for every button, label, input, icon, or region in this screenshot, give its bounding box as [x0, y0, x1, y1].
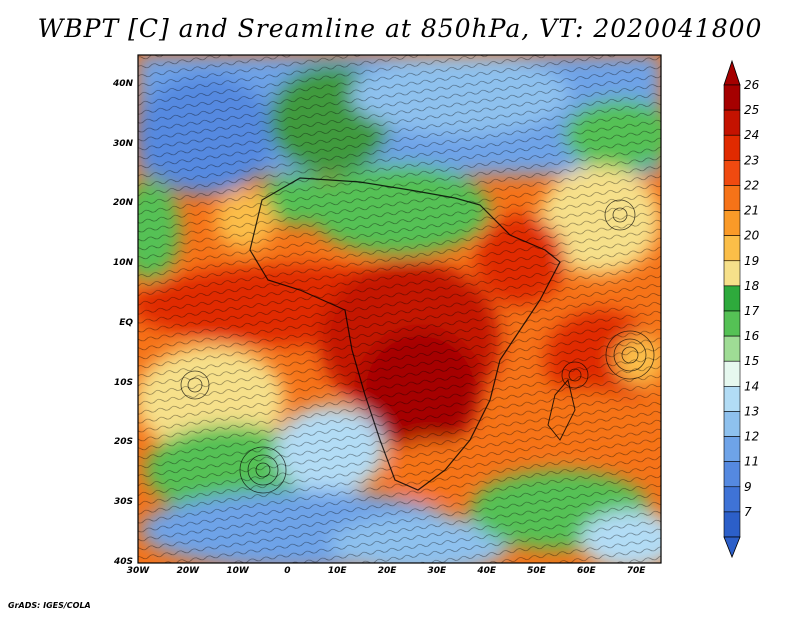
- map-title: WBPT [C] and Sreamline at 850hPa, VT: 20…: [37, 14, 763, 43]
- colorbar: 26 25 24 23 22 21 20 19 18 17 16 15 14 13 12 11 9 7: [723, 59, 760, 559]
- colorbar-label: 12: [744, 430, 759, 444]
- colorbar-label: 13: [744, 404, 759, 418]
- colorbar-swatch: [723, 160, 741, 186]
- lat-label: 30N: [112, 138, 133, 149]
- colorbar-swatch: [723, 260, 741, 287]
- lat-label: 10S: [113, 377, 133, 388]
- colorbar-swatch: [723, 210, 741, 236]
- colorbar-swatch: [723, 411, 741, 437]
- colorbar-swatch: [723, 109, 741, 136]
- lat-label: 30S: [113, 497, 133, 508]
- lon-label: 30E: [427, 566, 447, 576]
- lat-label: 10N: [112, 258, 133, 269]
- colorbar-label: 14: [744, 379, 759, 393]
- colorbar-swatch: [723, 486, 741, 513]
- colorbar-label: 18: [744, 279, 760, 293]
- colorbar-swatch: [723, 285, 741, 312]
- lat-label: 40N: [112, 78, 133, 89]
- colorbar-swatch: [723, 436, 741, 462]
- lon-label: 20W: [176, 566, 200, 576]
- colorbar-label: 23: [744, 153, 759, 167]
- colorbar-swatch: [723, 461, 741, 488]
- colorbar-label: 16: [744, 329, 760, 343]
- colorbar-label: 7: [744, 505, 752, 519]
- colorbar-top-arrow: [723, 59, 741, 86]
- colorbar-swatch: [723, 335, 741, 362]
- lon-label: 70E: [626, 566, 646, 576]
- colorbar-label: 25: [744, 103, 759, 117]
- colorbar-swatch: [723, 134, 741, 161]
- colorbar-label: 15: [744, 354, 759, 368]
- lon-label: 20E: [377, 566, 397, 576]
- colorbar-label: 24: [744, 128, 759, 142]
- colorbar-swatch: [723, 235, 741, 262]
- colorbar-swatch: [723, 185, 741, 211]
- lon-label: 10W: [226, 566, 249, 576]
- colorbar-swatch: [723, 511, 741, 538]
- colorbar-swatch: [723, 84, 741, 111]
- colorbar-label: 26: [744, 78, 760, 92]
- lon-label: 50E: [527, 566, 546, 576]
- colorbar-label: 20: [744, 229, 760, 243]
- colorbar-swatch: [723, 360, 741, 387]
- colorbar-label: 22: [744, 178, 759, 192]
- colorbar-swatch: [723, 386, 741, 412]
- colorbar-bottom-arrow: [723, 536, 741, 559]
- colorbar-label: 21: [744, 204, 759, 218]
- lon-label: 0: [284, 566, 291, 576]
- lat-label: 40S: [113, 557, 133, 567]
- lon-label: 30W: [126, 566, 150, 576]
- lon-label: 60E: [576, 566, 596, 576]
- colorbar-label: 11: [744, 455, 759, 469]
- colorbar-label: 19: [744, 254, 759, 268]
- lat-label: 20S: [113, 437, 133, 448]
- lon-label: 40E: [477, 566, 496, 576]
- colorbar-label: 17: [744, 304, 760, 318]
- grads-credit: GrADS: IGES/COLA: [8, 601, 91, 610]
- colorbar-swatch: [723, 310, 741, 337]
- lon-label: 10E: [327, 566, 347, 576]
- lat-label: EQ: [119, 317, 133, 328]
- lat-label: 20N: [112, 198, 133, 209]
- colorbar-label: 9: [744, 480, 752, 494]
